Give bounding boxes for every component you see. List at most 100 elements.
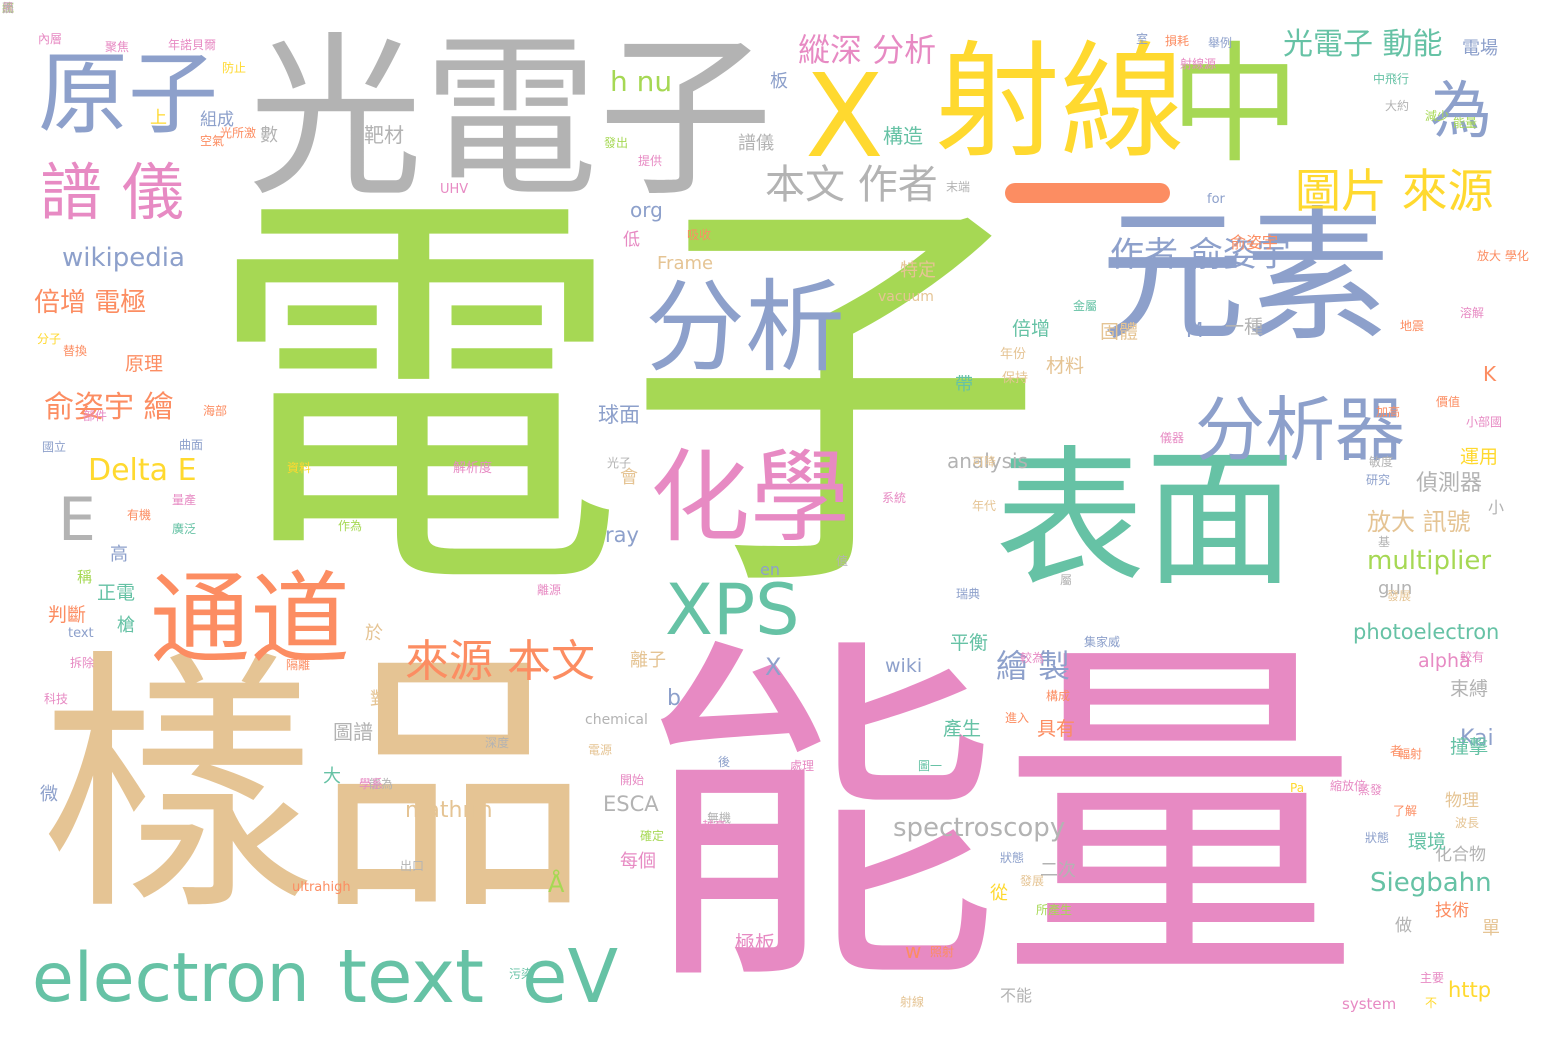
cloud-word: 運用 [1460,446,1499,468]
cloud-word: 輻射 [1398,747,1423,761]
cloud-word: 金屬 [1073,299,1098,313]
cloud-word: 對 [370,689,388,710]
cloud-word: 能為 [369,777,394,791]
cloud-word: UHV [440,182,469,197]
cloud-word: spectroscopy [893,813,1066,843]
cloud-word: 黑 [2,1,15,15]
cloud-word: 本文 作者 [765,162,938,208]
cloud-word: 集家威 [1084,635,1121,649]
cloud-word: 可降 [972,455,997,469]
cloud-word: 加高 [1376,405,1401,419]
cloud-word: 提供 [638,154,663,168]
cloud-word: 每個 [620,851,656,872]
cloud-word: analysis [947,449,1028,473]
cloud-word: 溶解 [1460,306,1485,320]
cloud-word: 替換 [63,344,88,358]
cloud-word: eV [522,934,619,1020]
cloud-word: 年代 [972,499,997,513]
cloud-word: 表面 [995,433,1296,607]
cloud-word: 倍增 [1012,318,1051,340]
cloud-word: 有機 [127,508,152,522]
cloud-word: K [1483,362,1497,386]
cloud-word: chemical [585,712,648,728]
cloud-word: 化學 [650,439,850,556]
cloud-word: 減少 [1425,109,1450,123]
cloud-word: 所產生 [1036,903,1073,917]
cloud-word: 於 [365,623,383,644]
cloud-word: alpha [1418,650,1471,672]
cloud-word: ray [605,523,639,547]
cloud-word: 繪 製 [996,647,1071,685]
cloud-word: 材料 [1046,355,1085,377]
cloud-word: 小部國 [1466,415,1503,429]
cloud-word: 廣泛 [172,522,197,536]
cloud-word: 海部 [203,404,228,418]
cloud-word: 單 [1482,918,1500,939]
cloud-word: 技術 [1435,901,1469,921]
cloud-word: 具有 [1037,718,1076,740]
cloud-word: multiplier [1367,546,1492,576]
cloud-word: 曲面 [179,438,204,452]
cloud-word: 出口 [400,859,425,873]
cloud-word: 狀態 [1000,851,1025,865]
cloud-word: gun [1378,578,1413,599]
cloud-word: http [1448,978,1492,1002]
cloud-word: 舉例 [1208,36,1233,50]
cloud-word: 能量 [1453,116,1478,130]
cloud-word: 高 [110,544,128,565]
cloud-word: 一種 [1225,316,1264,338]
cloud-word: 光電子 [248,18,773,221]
cloud-word: 構成 [1046,689,1071,703]
cloud-word: 產生 [943,718,982,740]
cloud-word: 統 [2,1,15,15]
cloud-word: org [630,198,663,222]
cloud-word: 帶 [955,374,973,395]
cloud-word: 深度 [485,736,510,750]
cloud-word: Kai [1460,726,1494,751]
cloud-word: electron [32,939,310,1018]
cloud-word: 無機 [707,811,732,825]
cloud-word: 較為 [1020,651,1045,665]
cloud-word: 空氣 [200,134,225,148]
cloud-word: 極板 [735,931,775,955]
cloud-word: 電場 [1462,38,1498,59]
cloud-word: ESCA [603,792,659,816]
cloud-word: 內層 [38,32,63,46]
cloud-word: 原理 [125,353,164,375]
cloud-word: en [760,560,780,579]
cloud-word: 縮放倍 [1330,779,1367,793]
cloud-word: 射線 [900,995,925,1009]
cloud-word: 主要 [1420,971,1445,985]
cloud-word: 值 [836,554,849,568]
cloud-word: 中 [1170,29,1301,181]
cloud-word: 上 [150,108,167,128]
cloud-word: Frame [657,253,714,274]
cloud-word: 損耗 [1165,34,1190,48]
cloud-word: photoelectron [1353,620,1500,644]
cloud-word: 拆除 [70,656,95,670]
cloud-word: 照射 [930,945,955,959]
cloud-word: 不能 [1000,986,1033,1005]
cloud-word: 偵測器 [1416,471,1483,496]
cloud-word: 光電子 動能 [1283,27,1443,62]
cloud-word: 稱 [77,568,93,586]
cloud-word: 光子 [607,456,632,470]
cloud-word: 者 [1390,744,1403,758]
cloud-word: M [1186,318,1204,342]
cloud-word: 不 [1425,996,1438,1010]
cloud-word: 後 [718,755,731,769]
cloud-word: w [905,939,922,963]
cloud-word: h nu [610,65,673,98]
cloud-word: text [68,626,94,641]
cloud-word: 靶材 [364,123,404,147]
cloud-word: 敏度 [1369,455,1394,469]
cloud-word: 年份 [1000,347,1027,362]
cloud-word: 放大 訊號 [1367,508,1471,536]
cloud-word: 價值 [1436,395,1461,409]
cloud-word: E [58,485,96,555]
cloud-word: 來源 本文 [405,636,595,687]
cloud-word: 科技 [44,692,69,706]
cloud-word: 越高 [702,819,727,833]
cloud-word: 大約 [1385,99,1410,113]
cloud-word: 固體 [1100,321,1139,343]
